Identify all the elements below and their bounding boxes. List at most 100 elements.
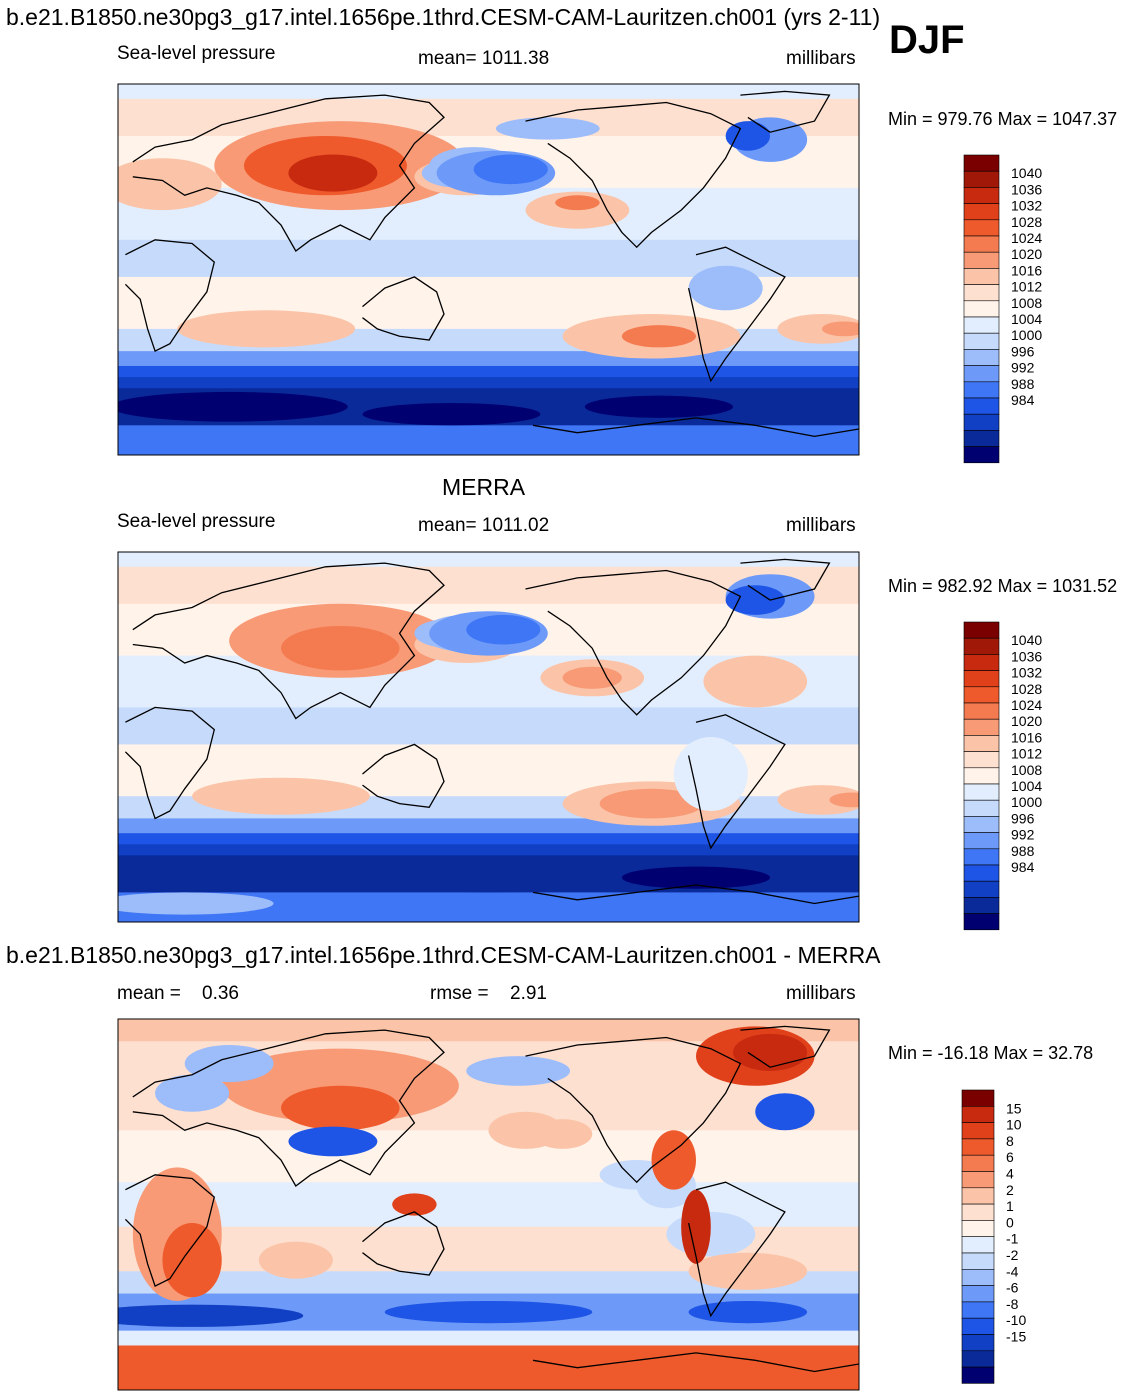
colorbar-label: 2: [1006, 1182, 1014, 1198]
contour-region: [733, 1033, 808, 1071]
colorbar-label: -1: [1006, 1231, 1019, 1247]
colorbar-swatch: [963, 832, 1000, 850]
colorbar-label: 1028: [1011, 214, 1042, 230]
colorbar-swatch: [963, 349, 1000, 366]
contour-region: [118, 892, 274, 915]
coastline: [124, 239, 216, 353]
panel1-units-label: millibars: [786, 48, 856, 69]
colorbar-label: 1024: [1011, 230, 1042, 246]
contour-band: [118, 552, 859, 568]
contour-region: [288, 154, 378, 192]
colorbar-label: 1016: [1011, 729, 1042, 745]
colorbar-label: 1004: [1011, 778, 1042, 794]
colorbar-swatch: [963, 880, 1000, 898]
panel2-mean-label: mean= 1011.02: [418, 515, 550, 536]
colorbar-label: 1004: [1011, 311, 1042, 327]
colorbar-label: 6: [1006, 1149, 1014, 1165]
colorbar-swatch: [963, 284, 1000, 302]
colorbar-2: 1040103610321028102410201016101210081004…: [963, 621, 1042, 931]
map-frame: [117, 1018, 860, 1391]
contour-band: [118, 425, 859, 455]
contour-region: [562, 666, 622, 689]
coastline: [532, 1352, 859, 1373]
colorbar-label: 992: [1011, 827, 1035, 843]
colorbar-label: 1024: [1011, 697, 1042, 713]
panel2-variable-label: Sea-level pressure: [117, 511, 276, 532]
contour-region: [688, 1252, 808, 1290]
contour-region: [118, 1304, 304, 1327]
colorbar-swatch: [963, 702, 1000, 720]
colorbar-label: -4: [1006, 1263, 1019, 1279]
contour-region: [599, 788, 704, 819]
panel1-variable-label: Sea-level pressure: [117, 43, 276, 64]
colorbar-label: 1040: [1011, 165, 1042, 181]
colorbar-label: 996: [1011, 810, 1035, 826]
contour-region: [688, 1300, 808, 1324]
colorbar-label: 15: [1006, 1100, 1022, 1116]
colorbar-label: 1016: [1011, 262, 1042, 278]
colorbar-label: 992: [1011, 360, 1035, 376]
contour-band: [118, 351, 859, 367]
colorbar-label: 1020: [1011, 713, 1042, 729]
colorbar-swatch: [963, 397, 1000, 415]
map-field-1: [118, 84, 859, 455]
colorbar-swatch: [963, 381, 1000, 399]
contour-band: [118, 1130, 859, 1184]
contour-region: [118, 391, 348, 422]
panel2-minmax: Min = 982.92 Max = 1031.52: [888, 576, 1118, 596]
colorbar-label: 1008: [1011, 295, 1042, 311]
colorbar-swatch: [963, 864, 1000, 882]
contour-region: [673, 737, 748, 811]
colorbar-swatch: [963, 332, 1000, 350]
contour-region: [177, 310, 356, 348]
colorbar-swatch: [963, 913, 1000, 931]
contour-region: [118, 158, 222, 211]
coastline: [132, 562, 445, 720]
contour-region: [466, 1056, 571, 1086]
colorbar-swatch: [963, 251, 1000, 269]
panel3-mean-value: 0.36: [202, 983, 239, 1004]
contour-region: [829, 792, 859, 808]
colorbar-swatch: [963, 735, 1000, 752]
colorbar-swatch: [963, 799, 1000, 817]
colorbar-label: -8: [1006, 1296, 1019, 1312]
contour-band: [118, 377, 859, 390]
map-panel-2: [117, 551, 860, 923]
coastline: [687, 246, 786, 383]
contour-region: [681, 1189, 711, 1264]
coastline: [362, 743, 445, 808]
panel3-title: b.e21.B1850.ne30pg3_g17.intel.1656pe.1th…: [6, 942, 881, 968]
contour-region: [184, 1044, 274, 1083]
coastline: [532, 884, 859, 905]
colorbar-swatch: [963, 365, 1000, 383]
colorbar-swatch: [961, 1187, 995, 1205]
colorbar-swatch: [961, 1106, 995, 1123]
colorbar-swatch: [961, 1366, 995, 1384]
contour-region: [621, 866, 771, 889]
contour-region: [755, 1093, 815, 1131]
colorbar-swatch: [961, 1138, 995, 1156]
colorbar-swatch: [963, 154, 1000, 172]
contour-region: [651, 1130, 696, 1190]
colorbar-swatch: [961, 1350, 995, 1368]
colorbar-swatch: [961, 1236, 995, 1254]
contour-band: [118, 1019, 859, 1043]
colorbar-label: 0: [1006, 1214, 1014, 1230]
colorbar-swatch: [963, 187, 1000, 204]
colorbar-swatch: [961, 1269, 995, 1286]
colorbar-swatch: [963, 670, 1000, 688]
contour-band: [118, 818, 859, 835]
colorbar-swatch: [963, 413, 1000, 431]
colorbar-label: -2: [1006, 1247, 1019, 1263]
colorbar-label: 1020: [1011, 246, 1042, 262]
colorbar-label: 1000: [1011, 794, 1042, 810]
contour-region: [555, 195, 600, 211]
contour-region: [584, 395, 734, 418]
panel2-units-label: millibars: [786, 515, 856, 536]
colorbar-label: 1008: [1011, 762, 1042, 778]
coastline: [132, 94, 445, 252]
coastline: [132, 1029, 445, 1187]
colorbar-label: -15: [1006, 1329, 1026, 1345]
contour-region: [777, 314, 859, 344]
